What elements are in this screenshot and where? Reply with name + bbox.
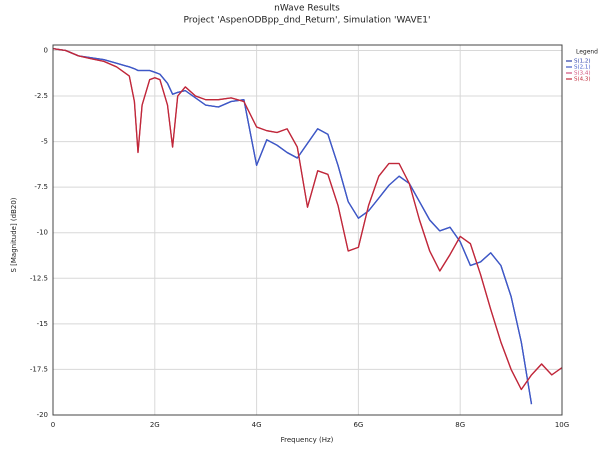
x-tick-label: 10G: [555, 421, 569, 429]
legend-label: S(3,4): [574, 71, 591, 77]
y-tick-label: -2.5: [34, 92, 48, 100]
x-axis-label: Frequency (Hz): [281, 436, 334, 444]
y-tick-label: -15: [37, 320, 48, 328]
series-line: [53, 47, 562, 391]
x-tick-label: 0: [51, 421, 55, 429]
legend-label: S(1,2): [574, 59, 591, 65]
legend-label: S(4,3): [574, 77, 591, 83]
y-tick-label: -5: [41, 138, 48, 146]
plot-lines: [53, 47, 562, 405]
y-axis-label: S [Magnitude] (dB20): [10, 197, 18, 272]
y-tick-label: -20: [37, 411, 48, 419]
series-line: [53, 47, 562, 391]
y-tick-label: -7.5: [34, 183, 48, 191]
chart-title: nWave Results: [274, 4, 340, 14]
x-tick-label: 4G: [252, 421, 262, 429]
y-tick-label: -17.5: [30, 365, 48, 373]
chart-subtitle: Project 'AspenODBpp_dnd_Return', Simulat…: [183, 16, 430, 26]
x-tick-label: 2G: [150, 421, 160, 429]
y-tick-label: -12.5: [30, 274, 48, 282]
legend-title: Legend: [576, 49, 598, 56]
grid: [52, 45, 563, 416]
plot-frame: [52, 44, 563, 416]
legend-label: S(2,1): [574, 65, 591, 71]
y-tick-label: 0: [44, 46, 48, 54]
series-line: [53, 47, 533, 405]
y-tick-label: -10: [37, 229, 48, 237]
x-tick-label: 8G: [455, 421, 465, 429]
x-tick-label: 6G: [353, 421, 363, 429]
